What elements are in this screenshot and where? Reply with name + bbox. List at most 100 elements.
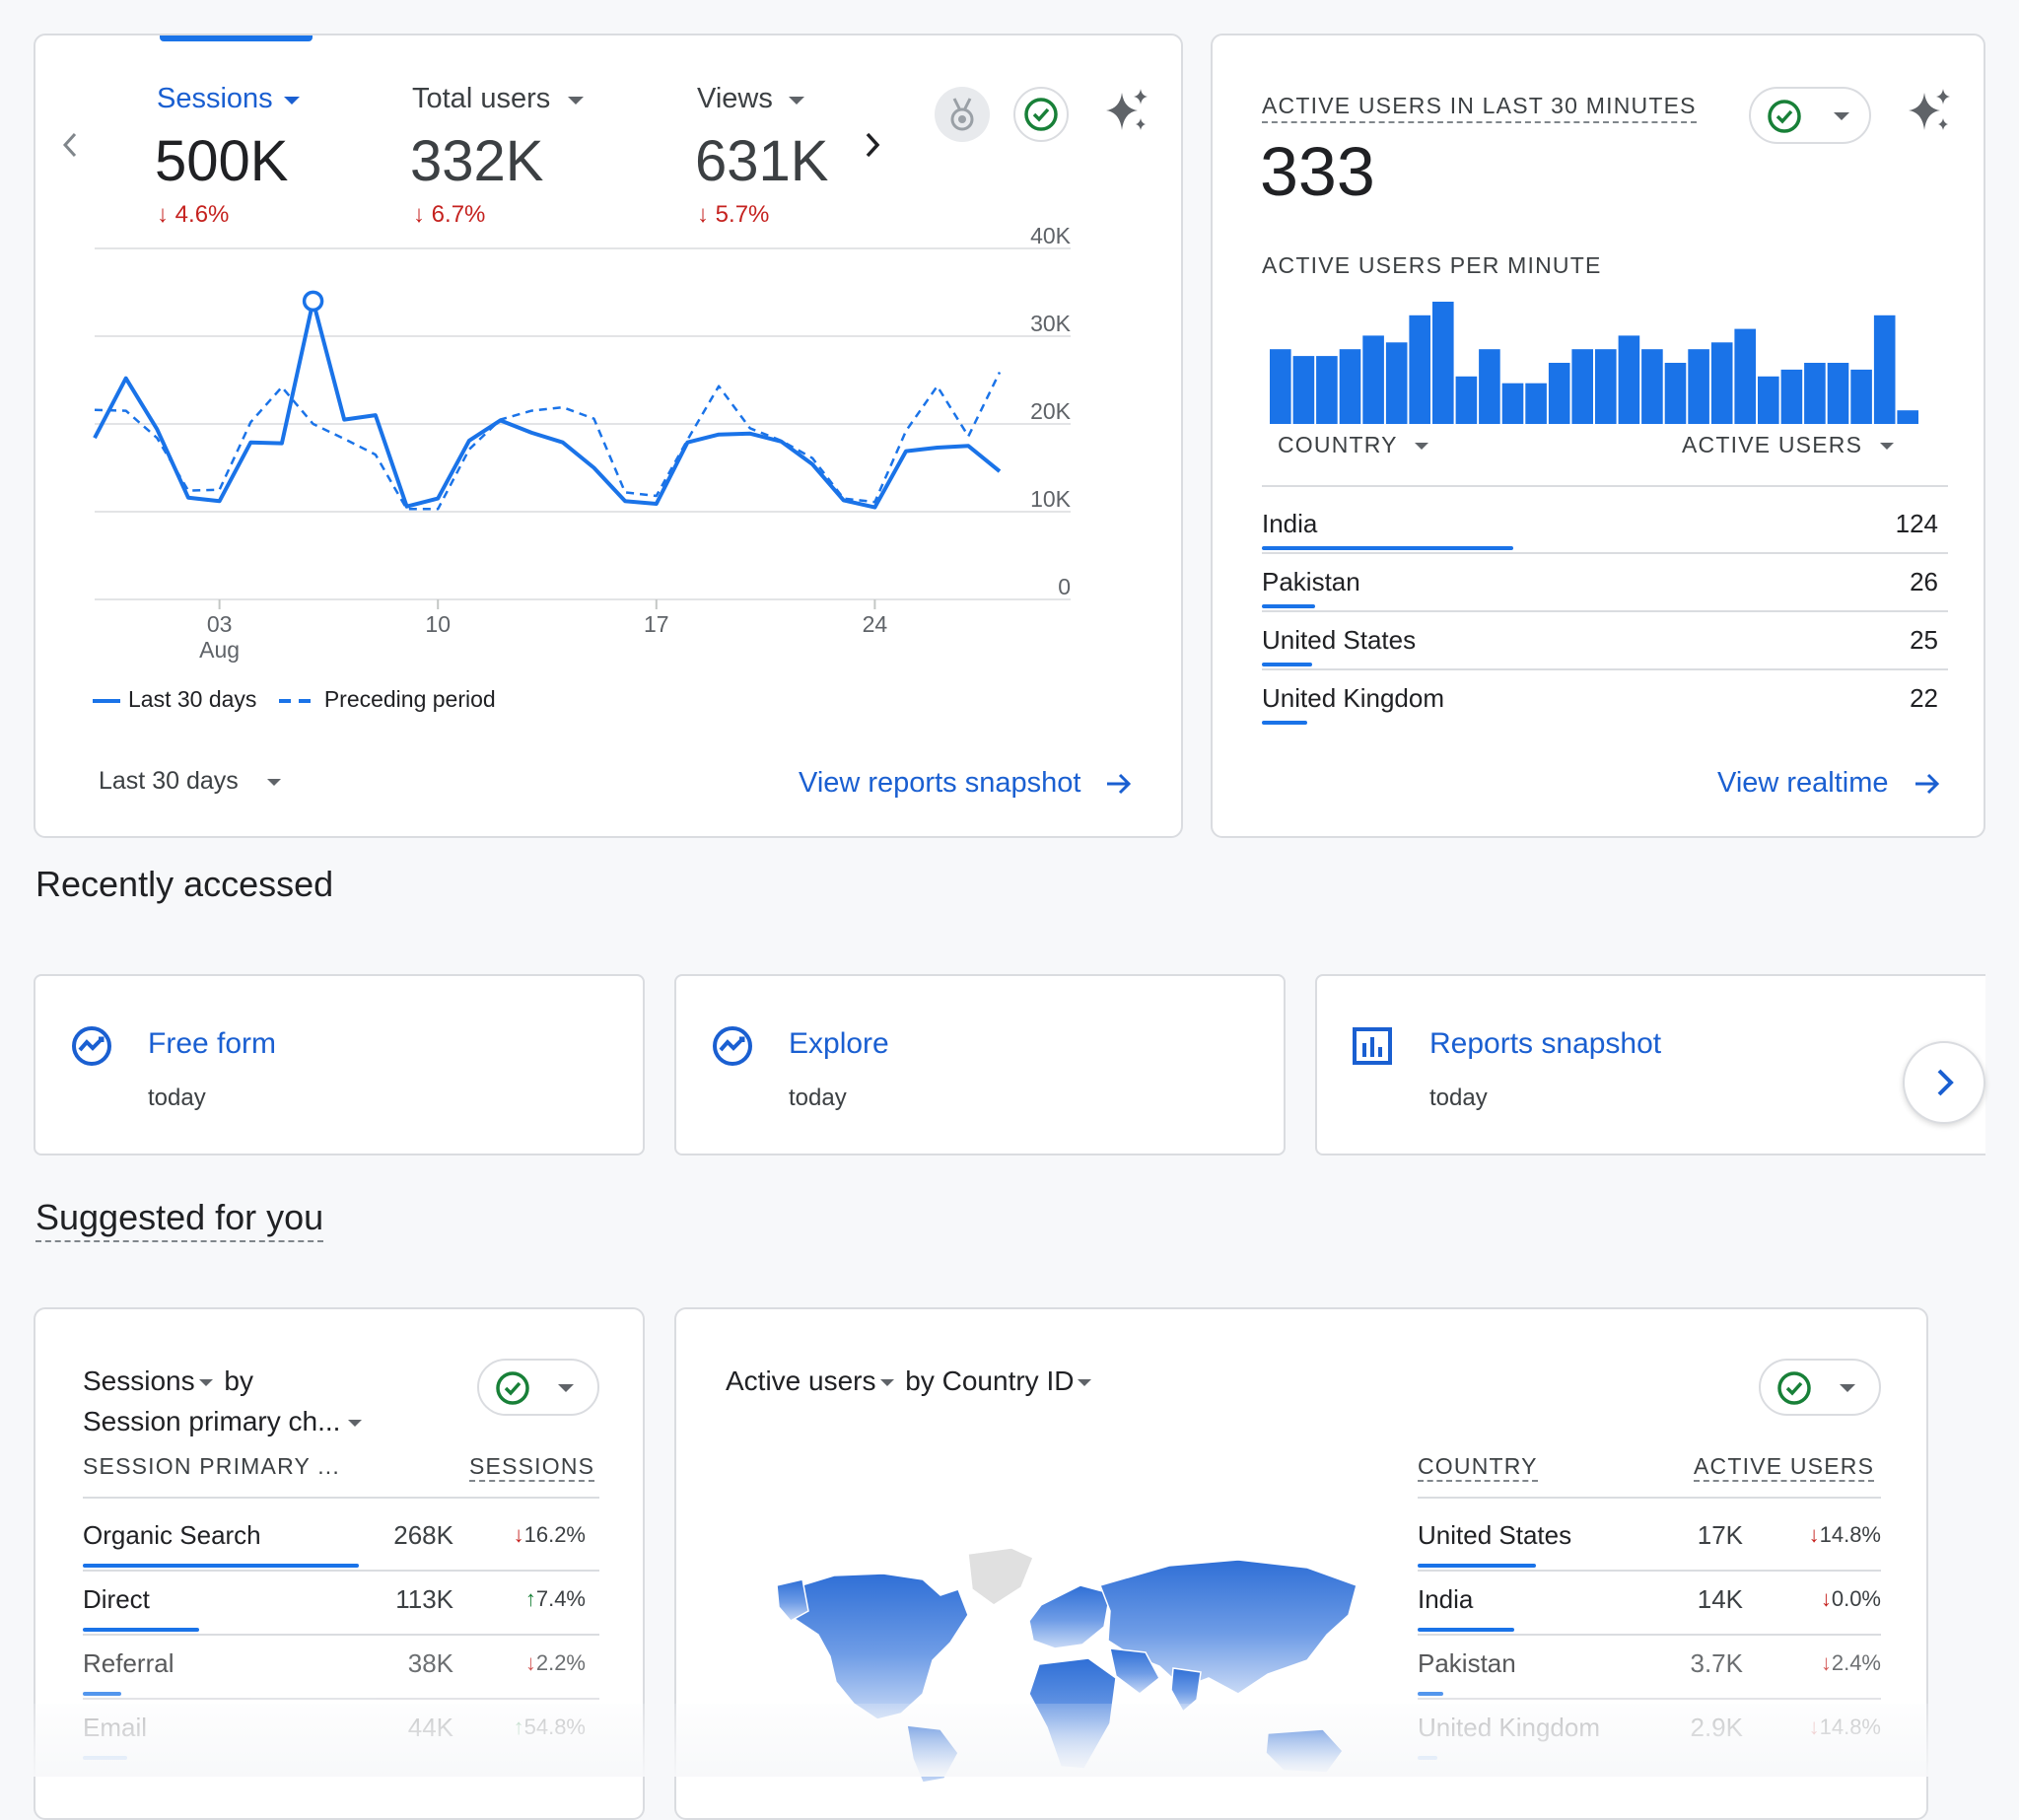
chevron-down-icon xyxy=(348,1420,363,1428)
highlight-point[interactable] xyxy=(302,290,324,313)
chevron-right-icon[interactable] xyxy=(858,120,887,170)
tile-title: Reports snapshot xyxy=(1429,1027,1662,1060)
row-change-value: 2.2% xyxy=(535,1650,586,1675)
data-quality-dropdown[interactable] xyxy=(477,1359,599,1416)
table-row[interactable]: Pakistan 3.7K ↓2.4% xyxy=(1418,1637,1881,1700)
arrow-down-icon: ↓ xyxy=(524,1650,536,1675)
table-row[interactable]: India 124 xyxy=(1262,497,1948,554)
arrow-up-icon: ↑ xyxy=(524,1586,536,1611)
minute-bar[interactable] xyxy=(1432,302,1454,424)
chevron-down-icon xyxy=(789,97,804,105)
minute-bar[interactable] xyxy=(1525,383,1547,424)
minute-bar[interactable] xyxy=(1501,383,1524,424)
minute-bar[interactable] xyxy=(1641,349,1663,424)
minute-bar[interactable] xyxy=(1897,410,1918,424)
map-north-america xyxy=(788,1573,969,1720)
insights-badge-icon[interactable] xyxy=(935,87,990,142)
data-quality-button[interactable] xyxy=(1013,87,1069,142)
chevron-left-icon[interactable] xyxy=(55,120,85,170)
map-europe xyxy=(1028,1584,1111,1649)
minute-bar[interactable] xyxy=(1595,349,1617,424)
row-value: 3.7K xyxy=(1690,1648,1744,1678)
y-tick-label: 20K xyxy=(1030,398,1071,424)
dimension-selector[interactable]: Country ID xyxy=(942,1365,1092,1396)
minute-bar[interactable] xyxy=(1292,356,1315,424)
table-row[interactable]: United States 25 xyxy=(1262,613,1948,670)
minute-bar[interactable] xyxy=(1873,315,1896,424)
minute-bar[interactable] xyxy=(1385,342,1408,424)
share-bar xyxy=(1418,1692,1443,1696)
minute-bar[interactable] xyxy=(1316,356,1338,424)
minute-bar[interactable] xyxy=(1270,349,1291,424)
x-tick: 10 xyxy=(398,611,477,637)
row-divider xyxy=(1418,1634,1881,1636)
scroll-fade-overlay xyxy=(0,1704,2019,1777)
metric-selector[interactable]: Sessions xyxy=(83,1365,217,1396)
minute-bar[interactable] xyxy=(1780,369,1803,424)
row-divider xyxy=(1418,1570,1881,1572)
minute-bar[interactable] xyxy=(1479,349,1500,424)
share-bar xyxy=(83,1564,359,1568)
column-label: ACTIVE USERS xyxy=(1682,432,1863,457)
row-value: 113K xyxy=(395,1584,453,1614)
metric-selector[interactable]: Active users xyxy=(726,1365,898,1396)
link-label: View realtime xyxy=(1717,767,1889,799)
minute-bar[interactable] xyxy=(1339,349,1361,424)
table-row[interactable]: Referral 38K ↓2.2% xyxy=(83,1637,599,1700)
date-range-dropdown[interactable]: Last 30 days xyxy=(99,767,281,796)
minute-bar[interactable] xyxy=(1409,315,1430,424)
metric-value: 332K xyxy=(410,129,544,193)
chevron-down-icon xyxy=(1879,443,1894,451)
selected-metric-indicator xyxy=(160,35,313,41)
arrow-right-icon xyxy=(1107,774,1132,795)
metric-value: 631K xyxy=(695,129,829,193)
minute-bar[interactable] xyxy=(1758,376,1779,424)
minute-bar[interactable] xyxy=(1548,363,1570,424)
active-users-column-header[interactable]: ACTIVE USERS xyxy=(1682,432,1894,458)
sparkle-icon[interactable] xyxy=(1903,85,1956,138)
share-bar xyxy=(1418,1628,1514,1632)
suggested-heading: Suggested for you xyxy=(35,1197,324,1242)
sparkle-icon[interactable] xyxy=(1100,85,1153,138)
data-quality-dropdown[interactable] xyxy=(1759,1359,1881,1416)
metric-change: ↓ 6.7% xyxy=(413,201,485,229)
x-tick-label: 24 xyxy=(862,611,888,637)
minute-bar[interactable] xyxy=(1850,369,1872,424)
carousel-next-button[interactable] xyxy=(1903,1041,1985,1124)
country-column-header[interactable]: COUNTRY xyxy=(1278,432,1428,458)
dimension-selector[interactable]: Session primary ch... xyxy=(83,1406,363,1436)
table-row[interactable]: United Kingdom 22 xyxy=(1262,671,1948,729)
minute-bar[interactable] xyxy=(1362,335,1384,424)
minute-bar[interactable] xyxy=(1664,363,1687,424)
minute-bar[interactable] xyxy=(1455,376,1478,424)
table-row[interactable]: Direct 113K ↑7.4% xyxy=(83,1573,599,1636)
minute-bar[interactable] xyxy=(1618,335,1640,424)
active-users-value: 124 xyxy=(1895,509,1938,538)
table-row[interactable]: Pakistan 26 xyxy=(1262,555,1948,612)
legend-current: Last 30 days xyxy=(128,686,257,712)
row-value: 17K xyxy=(1697,1520,1743,1550)
share-bar xyxy=(1262,604,1315,608)
view-realtime-link[interactable]: View realtime xyxy=(1717,767,1942,800)
metric-name: Active users xyxy=(726,1365,876,1396)
minute-bar[interactable] xyxy=(1571,349,1593,424)
minute-bar[interactable] xyxy=(1688,349,1709,424)
data-quality-dropdown[interactable] xyxy=(1749,87,1871,144)
metric-value: 500K xyxy=(155,129,289,193)
chevron-down-icon xyxy=(1414,443,1428,451)
table-row[interactable]: India 14K ↓0.0% xyxy=(1418,1573,1881,1636)
minute-bar[interactable] xyxy=(1734,328,1756,424)
minute-bar[interactable] xyxy=(1804,363,1826,424)
recent-tile-explore[interactable]: Explore today xyxy=(674,974,1286,1155)
arrow-down-icon: ↓ xyxy=(1820,1586,1832,1611)
chevron-down-icon xyxy=(879,1379,894,1387)
share-bar xyxy=(83,1692,121,1696)
minute-bar[interactable] xyxy=(1710,342,1733,424)
recent-tile-reports-snapshot[interactable]: Reports snapshot today xyxy=(1315,974,1985,1155)
country-name: Pakistan xyxy=(1262,567,1360,596)
minute-bar[interactable] xyxy=(1827,363,1849,424)
view-reports-snapshot-link[interactable]: View reports snapshot xyxy=(799,767,1134,800)
table-row[interactable]: Organic Search 268K ↓16.2% xyxy=(83,1508,599,1572)
table-row[interactable]: United States 17K ↓14.8% xyxy=(1418,1508,1881,1572)
recent-tile-free-form[interactable]: Free form today xyxy=(34,974,645,1155)
